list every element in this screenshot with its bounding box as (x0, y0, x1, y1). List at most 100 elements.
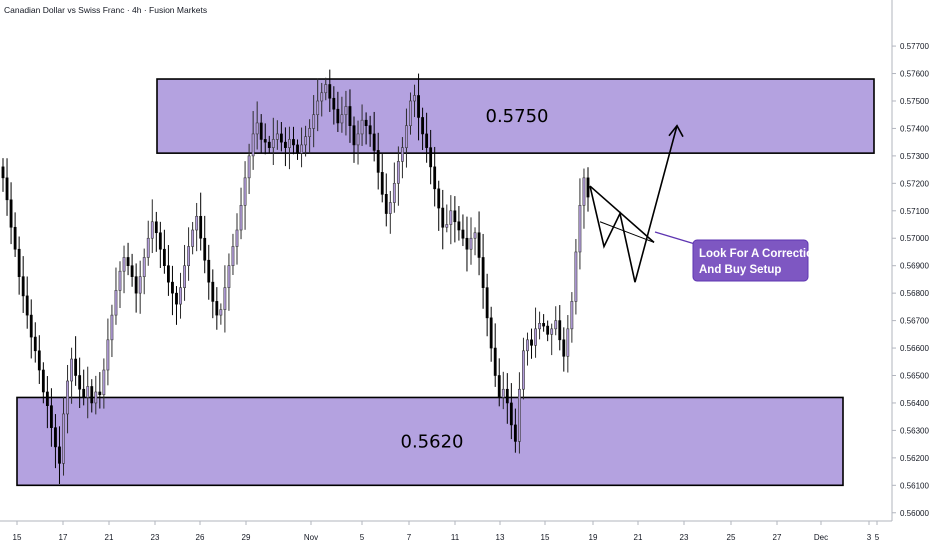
candle-body (501, 388, 505, 398)
time-tick-label: 23 (680, 533, 689, 542)
price-tick-label: 0.57000 (900, 234, 929, 243)
candle-body (158, 232, 162, 250)
candle-body (336, 108, 340, 124)
candle (158, 221, 162, 268)
candle (554, 306, 558, 336)
candle (66, 364, 69, 434)
candle-body (37, 350, 41, 371)
candle-body (50, 405, 53, 428)
candle-body (300, 144, 303, 154)
candle-body (215, 301, 219, 316)
candle (183, 244, 186, 301)
candle-body (179, 287, 182, 305)
candle (267, 135, 271, 153)
candle (5, 158, 9, 216)
candle-body (429, 147, 433, 168)
time-tick-label: 27 (773, 533, 782, 542)
candle-body (582, 177, 586, 206)
candle (195, 202, 199, 252)
candle (219, 303, 223, 325)
candle-body (271, 139, 275, 148)
candle-body (550, 328, 554, 335)
candle (304, 125, 307, 157)
candle (203, 215, 207, 274)
candle (50, 388, 53, 447)
candle (37, 335, 41, 384)
candle-body (54, 427, 57, 448)
price-tick-label: 0.56800 (900, 289, 929, 298)
candle-body (162, 248, 166, 266)
candle-body (175, 292, 178, 305)
candle (425, 112, 429, 163)
time-tick-label: 15 (13, 533, 22, 542)
candle (518, 372, 521, 454)
candle-body (320, 92, 324, 102)
chart-title: Canadian Dollar vs Swiss Franc · 4h · Fu… (4, 5, 207, 15)
candle-body (235, 229, 239, 247)
candle (413, 84, 416, 118)
candle (292, 126, 295, 155)
price-tick-label: 0.56100 (900, 481, 929, 490)
candle-body (114, 290, 118, 316)
candle-body (425, 133, 429, 148)
candle (364, 112, 368, 145)
candle-body (231, 246, 235, 266)
candle-body (360, 119, 364, 135)
time-tick-label: 5 (360, 533, 365, 542)
callout-box (692, 239, 809, 282)
candle-body (437, 188, 441, 209)
candle (388, 190, 392, 234)
candle-body (138, 276, 142, 294)
candle (328, 69, 332, 112)
candle (574, 238, 578, 315)
candle-body (376, 150, 380, 173)
candle-body (562, 339, 566, 357)
candle-body (130, 265, 134, 277)
candle (340, 96, 344, 133)
candle (21, 256, 25, 313)
candle (167, 245, 170, 296)
candle (445, 204, 449, 233)
candle-body (530, 339, 533, 346)
candle-body (316, 100, 320, 116)
candle-body (417, 95, 420, 118)
candle-body (380, 172, 384, 195)
candle-body (13, 226, 17, 250)
candle-body (247, 155, 251, 179)
candle (485, 273, 489, 337)
price-tick-label: 0.57600 (900, 70, 929, 79)
candle (227, 253, 231, 311)
candle-body (21, 276, 25, 297)
time-axis[interactable]: 15 17 21 23 26 29 Nov 5 7 11 13 15 19 21 23 25 27 Dec 3 5 (13, 521, 880, 542)
candle (146, 220, 150, 266)
candle-body (505, 388, 509, 404)
candle (473, 227, 477, 256)
candle (352, 116, 356, 163)
candle-body (328, 84, 332, 99)
candle (433, 146, 437, 207)
candle-body (308, 128, 312, 137)
candle-body (477, 232, 481, 258)
candle (62, 396, 65, 476)
price-axis[interactable]: 0.56000 0.56100 0.56200 0.56300 0.56400 0.565… (892, 42, 929, 518)
candle-body (82, 388, 86, 398)
candle-body (199, 215, 203, 239)
candle-body (74, 358, 78, 376)
candle (17, 236, 21, 295)
candle-body (332, 97, 336, 110)
time-tick-label: 25 (727, 533, 736, 542)
candle (251, 111, 255, 170)
time-tick-label: 17 (59, 533, 68, 542)
candle (171, 265, 174, 316)
price-tick-label: 0.57400 (900, 124, 929, 133)
candle (586, 167, 590, 212)
candle (138, 260, 142, 314)
callout-line-1: Look For A Correction (699, 248, 820, 260)
candle (457, 205, 461, 241)
candle (558, 305, 562, 351)
candle (437, 180, 441, 231)
candle (380, 154, 384, 203)
candle (162, 229, 166, 274)
candle-body (275, 133, 279, 140)
